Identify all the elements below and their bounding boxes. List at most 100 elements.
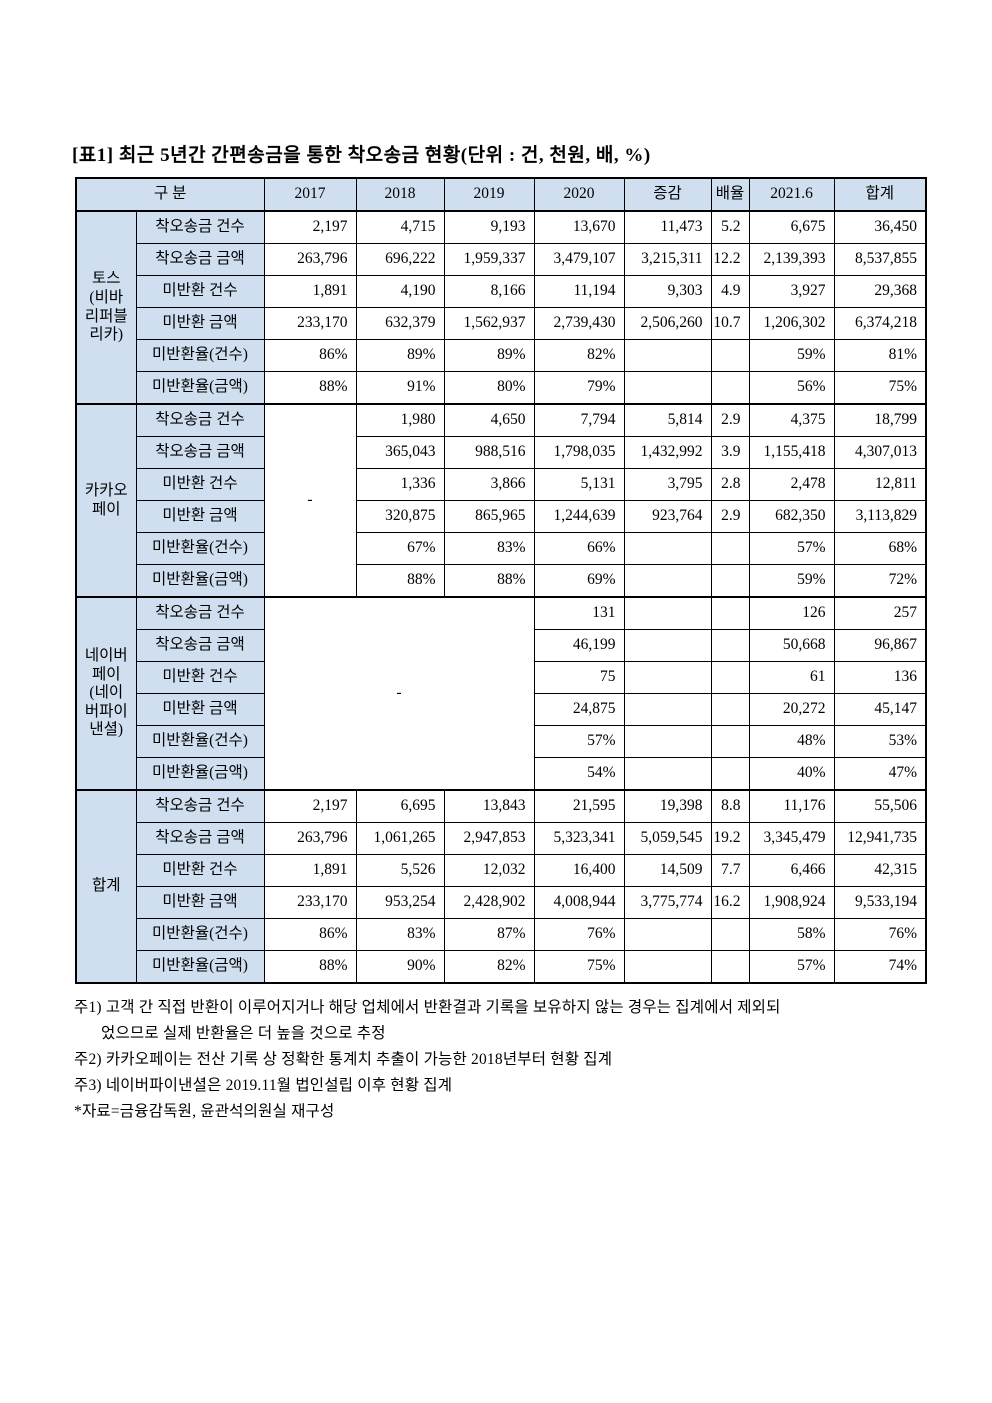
value-cell <box>710 725 750 758</box>
value-cell: 632,379 <box>355 307 445 340</box>
value-cell: 1,891 <box>263 275 357 308</box>
value-cell <box>710 629 750 662</box>
table-row: 미반환율(건수) 57% 48% 53% <box>76 725 927 758</box>
table-row: 미반환율(건수) 67% 83% 66% 57% 68% <box>76 532 927 565</box>
value-cell: 45,147 <box>833 693 927 726</box>
value-cell: 72% <box>833 564 927 598</box>
table-row: 카카오 페이 착오송금 건수 -1,980 4,650 7,794 5,814 2.9 4,3… <box>75 403 927 598</box>
value-cell: 988,516 <box>443 436 535 469</box>
row-label: 미반환율(건수) <box>135 532 265 565</box>
value-cell <box>623 532 712 565</box>
value-cell: 11,176 <box>748 789 835 823</box>
value-cell: 47% <box>833 757 927 791</box>
value-cell: 86% <box>263 918 357 951</box>
value-cell: 233,170 <box>263 307 357 340</box>
value-cell: 136 <box>833 661 927 694</box>
group-header: 토스 (비바 리퍼블 리카) <box>75 210 137 405</box>
value-cell <box>710 693 750 726</box>
value-cell: 66% <box>533 532 625 565</box>
value-cell: 61 <box>748 661 835 694</box>
value-cell: 50,668 <box>748 629 835 662</box>
value-cell <box>710 339 750 372</box>
value-cell: 1,206,302 <box>748 307 835 340</box>
value-cell: 2,739,430 <box>533 307 625 340</box>
value-cell: 88% <box>443 564 535 598</box>
footnotes-block: 주1) 고객 간 직접 반환이 이루어지거나 해당 업체에서 반환결과 기록을 … <box>74 995 938 1125</box>
value-cell <box>623 918 712 951</box>
value-cell: 75 <box>533 661 625 694</box>
value-cell: 5,814 <box>623 403 712 437</box>
value-cell: 29,368 <box>833 275 927 308</box>
value-cell: 88% <box>263 371 357 405</box>
value-cell: 16,400 <box>533 854 625 887</box>
row-label: 착오송금 금액 <box>135 436 265 469</box>
column-header-change: 증감 <box>623 177 712 212</box>
value-cell: 67% <box>355 532 445 565</box>
value-cell: 9,303 <box>623 275 712 308</box>
value-cell: 18,799 <box>833 403 927 437</box>
value-cell: 2.9 <box>710 500 750 533</box>
table-row: 토스 (비바 리퍼블 리카) 착오송금 건수 2,197 4,715 9,193 13,6… <box>75 210 927 405</box>
value-cell: 12,811 <box>833 468 927 501</box>
value-cell: 5,526 <box>355 854 445 887</box>
table-row: 착오송금 금액 46,199 50,668 96,867 <box>76 629 927 662</box>
column-header-2018: 2018 <box>355 177 445 212</box>
value-cell: 2,197 <box>263 210 357 244</box>
value-cell: 4,650 <box>443 403 535 437</box>
value-cell: 682,350 <box>748 500 835 533</box>
value-cell: 365,043 <box>355 436 445 469</box>
value-cell: 953,254 <box>355 886 445 919</box>
column-header-2017: 2017 <box>263 177 357 212</box>
value-cell: 2,197 <box>263 789 357 823</box>
value-cell: 1,980 <box>355 403 445 437</box>
row-label: 미반환율(건수) <box>135 918 265 951</box>
row-label: 미반환 건수 <box>135 468 265 501</box>
value-cell <box>710 757 750 791</box>
value-cell: 1,562,937 <box>443 307 535 340</box>
table-row: 미반환 건수 75 61 136 <box>76 661 927 694</box>
table-row: 미반환 금액 233,170 632,379 1,562,937 2,739,430 2,… <box>76 307 927 340</box>
value-cell <box>710 596 750 630</box>
value-cell: 4,307,013 <box>833 436 927 469</box>
value-cell: 2.9 <box>710 403 750 437</box>
table-body: 토스 (비바 리퍼블 리카) 착오송금 건수 2,197 4,715 9,193 13,6… <box>75 210 927 984</box>
value-cell: 48% <box>748 725 835 758</box>
value-cell <box>710 371 750 405</box>
value-cell: 263,796 <box>263 822 357 855</box>
value-cell: 58% <box>748 918 835 951</box>
group-header: 카카오 페이 <box>75 403 137 598</box>
value-cell: 59% <box>748 339 835 372</box>
group-header: 합계 <box>75 789 137 984</box>
value-cell: 4,190 <box>355 275 445 308</box>
value-cell: 89% <box>443 339 535 372</box>
column-header-2020: 2020 <box>533 177 625 212</box>
table-row: 합계 착오송금 건수 2,197 6,695 13,843 21,595 19,398 8.8… <box>75 789 927 984</box>
table-header-row: 구 분 2017 2018 2019 2020 증감 배율 2021.6 합계 <box>75 177 927 212</box>
value-cell: 19,398 <box>623 789 712 823</box>
value-cell: 1,798,035 <box>533 436 625 469</box>
value-cell: 36,450 <box>833 210 927 244</box>
remittance-table: 구 분 2017 2018 2019 2020 증감 배율 2021.6 합계 … <box>75 177 927 984</box>
value-cell: 131 <box>533 596 625 630</box>
value-cell: 3,775,774 <box>623 886 712 919</box>
value-cell: 57% <box>748 950 835 984</box>
value-cell: 865,965 <box>443 500 535 533</box>
row-label: 미반환 건수 <box>135 854 265 887</box>
value-cell: 88% <box>263 950 357 984</box>
value-cell: 86% <box>263 339 357 372</box>
value-cell: 257 <box>833 596 927 630</box>
value-cell: 90% <box>355 950 445 984</box>
value-cell <box>710 564 750 598</box>
value-cell: 6,466 <box>748 854 835 887</box>
value-cell: 75% <box>533 950 625 984</box>
value-cell: 7.7 <box>710 854 750 887</box>
table-row: 착오송금 금액 365,043 988,516 1,798,035 1,432,992 3… <box>76 436 927 469</box>
table-row: 미반환 건수 1,336 3,866 5,131 3,795 2.8 2,478 12,811 <box>76 468 927 501</box>
value-cell: 82% <box>533 339 625 372</box>
table-row: 미반환 건수 1,891 5,526 12,032 16,400 14,509 7.7 6,4… <box>76 854 927 887</box>
table-row: 미반환율(금액) 88% 90% 82% 75% 57% 74% <box>76 950 927 984</box>
row-label: 착오송금 금액 <box>135 822 265 855</box>
row-label: 착오송금 건수 <box>135 789 265 823</box>
value-cell <box>710 918 750 951</box>
row-label: 착오송금 건수 <box>135 596 265 630</box>
